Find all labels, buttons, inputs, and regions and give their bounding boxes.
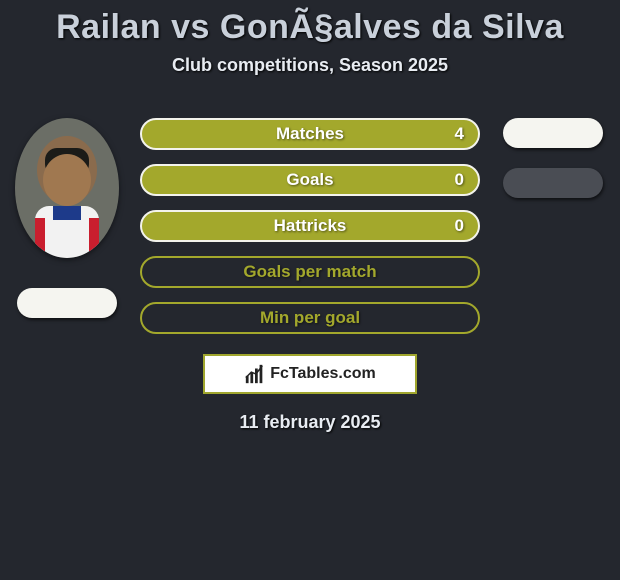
- branding-text: FcTables.com: [270, 365, 376, 383]
- comparison-card: Railan vs GonÃ§alves da Silva Club compe…: [0, 0, 620, 433]
- page-title: Railan vs GonÃ§alves da Silva: [0, 8, 620, 47]
- player-left-name-pill: [17, 288, 117, 318]
- player-right-pills: [503, 118, 603, 198]
- player-right-name-pill: [503, 168, 603, 198]
- stats-column: Matches 4 Goals 0 Hattricks 0 Goals per match M…: [140, 118, 480, 334]
- stat-value-left: 0: [455, 170, 464, 190]
- player-left-avatar: [15, 118, 119, 258]
- stat-label: Goals: [286, 170, 333, 190]
- stat-row-matches: Matches 4: [140, 118, 480, 150]
- stat-row-goals: Goals 0: [140, 164, 480, 196]
- player-right-column: [498, 118, 608, 198]
- stat-label: Goals per match: [243, 262, 376, 282]
- stat-value-left: 4: [455, 124, 464, 144]
- comparison-row: Matches 4 Goals 0 Hattricks 0 Goals per match M…: [0, 118, 620, 334]
- date-text: 11 february 2025: [0, 412, 620, 433]
- player-left-column: [12, 118, 122, 318]
- stat-value-left: 0: [455, 216, 464, 236]
- branding-box: FcTables.com: [203, 354, 417, 394]
- stat-label: Matches: [276, 124, 344, 144]
- stat-row-hattricks: Hattricks 0: [140, 210, 480, 242]
- stat-label: Min per goal: [260, 308, 360, 328]
- stat-label: Hattricks: [274, 216, 347, 236]
- stat-row-min-per-goal: Min per goal: [140, 302, 480, 334]
- player-right-name-pill: [503, 118, 603, 148]
- page-subtitle: Club competitions, Season 2025: [0, 55, 620, 76]
- chart-icon: [244, 363, 266, 385]
- avatar-placeholder-icon: [15, 118, 119, 258]
- stat-row-goals-per-match: Goals per match: [140, 256, 480, 288]
